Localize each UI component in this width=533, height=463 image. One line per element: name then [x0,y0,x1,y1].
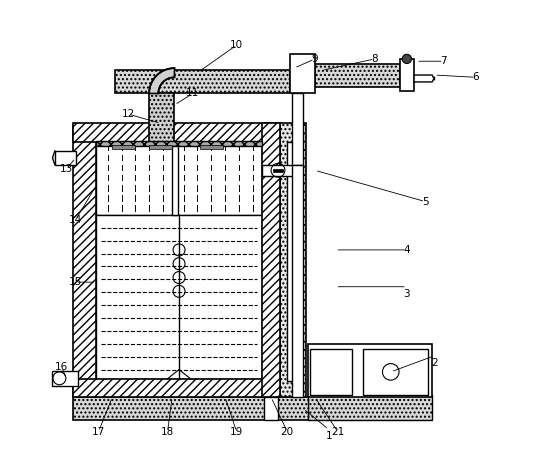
Text: 11: 11 [186,88,199,99]
Bar [73,125,96,397]
Text: 8: 8 [372,54,378,64]
Bar [400,59,414,91]
Bar [289,54,315,94]
Text: 10: 10 [230,40,243,50]
Text: 1: 1 [325,432,332,441]
Bar [310,349,352,395]
Text: 13: 13 [60,164,73,175]
Bar [292,165,303,397]
Text: 7: 7 [440,56,447,66]
Bar [73,379,280,397]
Bar [200,145,223,149]
Bar [52,371,78,386]
Bar [172,146,177,215]
Text: 15: 15 [69,277,82,287]
Bar [115,70,289,94]
Text: 12: 12 [122,109,135,119]
Text: 5: 5 [422,197,429,206]
Bar [273,169,282,172]
Bar [55,151,76,165]
Text: 18: 18 [161,427,174,437]
Bar [112,145,135,149]
Wedge shape [149,68,174,94]
Text: 17: 17 [92,427,105,437]
Bar [149,94,174,142]
Text: 21: 21 [331,427,344,437]
Bar [262,165,298,176]
Bar [96,142,262,215]
Bar [73,397,432,420]
Bar [308,395,432,420]
Bar [315,63,400,87]
Text: 20: 20 [281,427,294,437]
Bar [264,397,278,420]
Bar [308,344,432,397]
Bar [287,142,298,381]
Circle shape [402,54,411,63]
Bar [149,145,172,149]
Text: 3: 3 [403,288,410,299]
Bar [292,94,303,165]
Text: 2: 2 [431,357,438,368]
Text: 6: 6 [473,72,479,82]
Bar [96,141,262,146]
Bar [280,123,305,397]
Text: 4: 4 [403,245,410,255]
Text: 9: 9 [311,54,318,64]
Bar [363,349,427,395]
Bar [73,123,280,142]
Text: 16: 16 [55,362,68,372]
Bar [96,215,262,379]
Text: 19: 19 [230,427,243,437]
Bar [262,123,280,397]
Text: 14: 14 [69,215,82,225]
